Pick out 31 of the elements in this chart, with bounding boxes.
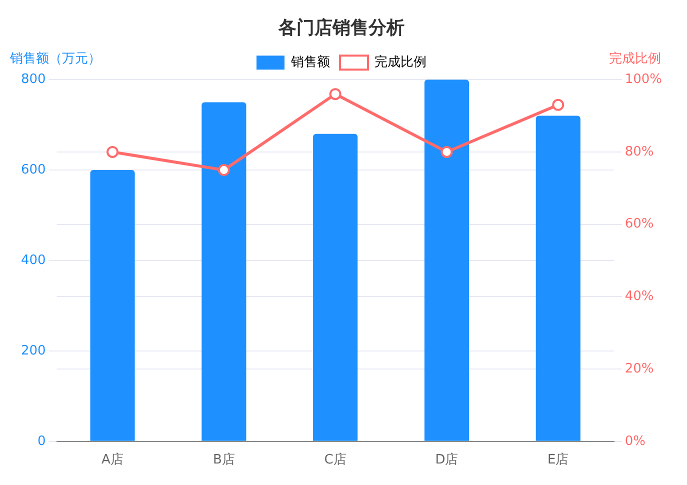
x-tick-label: E店	[548, 452, 569, 468]
y-axis-title: 销售额（万元）	[9, 51, 101, 66]
bar	[90, 170, 135, 441]
legend-label: 销售额	[290, 54, 330, 70]
y-tick-label: 600	[20, 162, 46, 178]
x-tick-label: B店	[212, 452, 235, 468]
y-tick-label: 800	[20, 72, 46, 87]
y2-tick-label: 60%	[624, 216, 654, 232]
y2-tick-label: 100%	[624, 72, 662, 87]
y-tick-label: 0	[38, 434, 46, 449]
x-tick-label: C店	[324, 452, 346, 468]
y2-axis-title: 完成比例	[609, 50, 661, 66]
y2-tick-label: 40%	[624, 289, 654, 304]
bar	[424, 80, 470, 441]
y2-tick-label: 20%	[624, 361, 654, 376]
point	[552, 98, 564, 111]
point	[218, 164, 230, 176]
bar	[536, 116, 580, 441]
x-tick-label: A店	[102, 452, 124, 468]
y-tick-label: 200	[20, 343, 46, 358]
point	[106, 146, 119, 158]
chart-title: 各门店销售分析	[278, 17, 404, 38]
y-tick-label: 400	[20, 252, 46, 268]
point	[440, 146, 453, 158]
legend-label: 完成比例	[374, 54, 426, 70]
point	[329, 88, 342, 100]
y2-tick-label: 80%	[624, 144, 654, 160]
x-tick-label: D店	[435, 452, 458, 468]
bar	[202, 102, 246, 441]
y2-tick-label: 0%	[624, 434, 646, 449]
bar	[313, 134, 358, 441]
